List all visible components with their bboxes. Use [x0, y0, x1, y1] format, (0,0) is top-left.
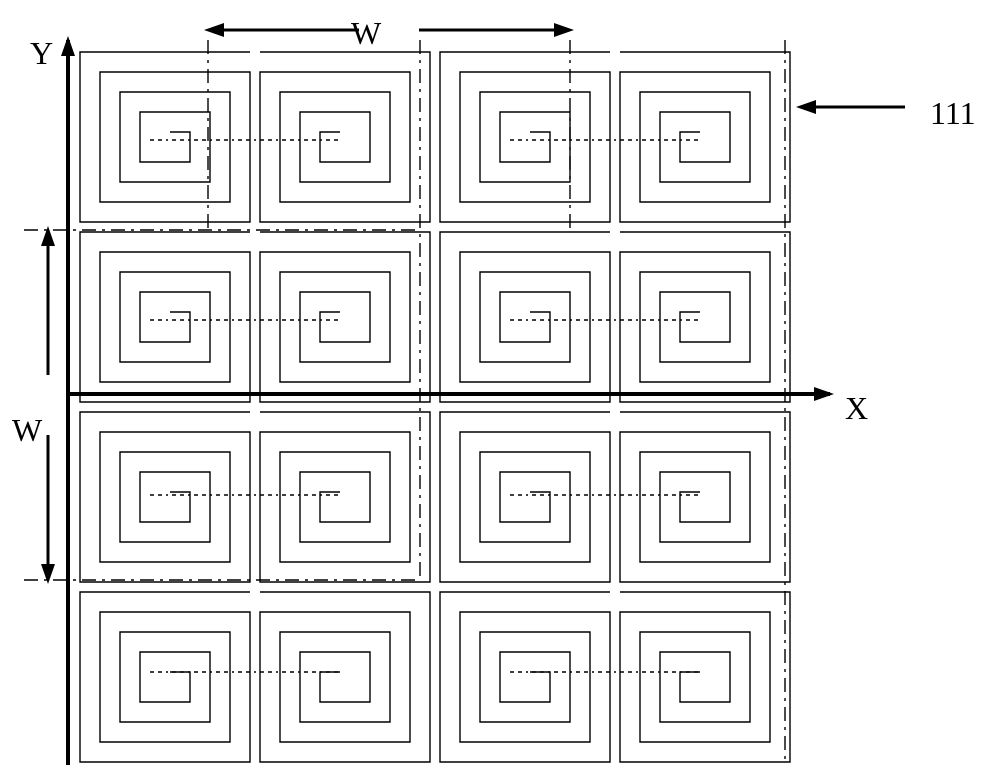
spiral-cell	[440, 412, 610, 582]
spiral-cell	[260, 412, 430, 582]
spiral-cell	[620, 592, 790, 762]
spiral-cell	[260, 592, 430, 762]
spiral-cell	[80, 592, 250, 762]
diagram-stage: Y X W W 111	[0, 0, 1000, 769]
spiral-cell	[620, 52, 790, 222]
spiral-cell	[440, 52, 610, 222]
spiral-cells-group	[70, 40, 790, 765]
spiral-cell	[260, 232, 430, 402]
spiral-cell	[260, 52, 430, 222]
diagram-svg	[0, 0, 1000, 769]
spiral-cell	[440, 232, 610, 402]
spiral-cell	[80, 412, 250, 582]
spiral-cell	[80, 232, 250, 402]
spiral-cell	[80, 52, 250, 222]
spiral-cell	[620, 412, 790, 582]
spiral-cell	[620, 232, 790, 402]
spiral-cell	[440, 592, 610, 762]
